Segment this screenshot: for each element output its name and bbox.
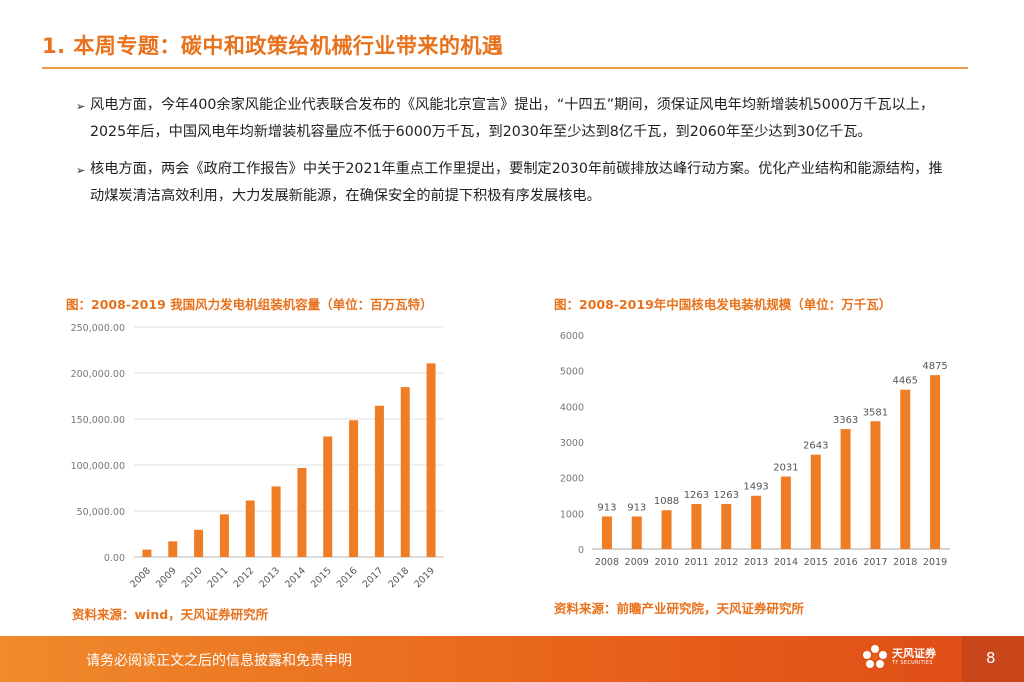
nuclear-x-tick-label: 2014 <box>774 557 798 568</box>
wind-bar <box>194 529 204 557</box>
nuclear-bar <box>930 375 941 549</box>
nuclear-x-tick-label: 2009 <box>625 557 649 568</box>
nuclear-x-tick-label: 2012 <box>714 557 738 568</box>
wind-bar <box>271 486 281 557</box>
nuclear-x-tick-label: 2015 <box>804 557 828 568</box>
wind-x-tick-label: 2009 <box>154 565 179 590</box>
arrow-bullet-icon: ➢ <box>76 164 86 177</box>
wind-y-tick-label: 50,000.00 <box>77 507 125 518</box>
wind-bar <box>297 467 307 557</box>
wind-x-tick-label: 2017 <box>361 565 386 590</box>
footer-disclaimer: 请务必阅读正文之后的信息披露和免责申明 <box>86 653 352 669</box>
nuclear-bar <box>780 476 791 549</box>
wind-chart-caption: 图：2008-2019 我国风力发电机组装机容量（单位：百万瓦特） <box>66 297 433 312</box>
logo-subtitle: TF SECURITIES <box>892 660 933 666</box>
nuclear-data-label: 2031 <box>773 463 798 474</box>
nuclear-x-tick-label: 2013 <box>744 557 768 568</box>
wind-x-tick-label: 2014 <box>283 565 308 590</box>
nuclear-bar <box>810 454 821 549</box>
nuclear-bar <box>900 389 911 549</box>
nuclear-bar <box>691 503 702 549</box>
nuclear-data-label: 1493 <box>743 482 768 493</box>
nuclear-y-tick-label: 4000 <box>560 402 584 413</box>
nuclear-bar <box>661 510 672 549</box>
wind-y-tick-label: 150,000.00 <box>71 415 125 426</box>
nuclear-data-label: 913 <box>597 502 616 513</box>
nuclear-x-tick-label: 2016 <box>833 557 857 568</box>
nuclear-bar <box>840 429 851 549</box>
wind-bar <box>142 549 152 557</box>
bullet-wind: ➢ 风电方面，今年400余家风能企业代表联合发布的《风能北京宣言》提出，“十四五… <box>76 92 956 146</box>
nuclear-y-tick-label: 5000 <box>560 367 584 378</box>
flower-logo-icon <box>863 645 887 668</box>
nuclear-chart-caption: 图：2008-2019年中国核电发电装机规模（单位：万千瓦） <box>554 297 892 312</box>
nuclear-y-tick-label: 1000 <box>560 509 584 520</box>
nuclear-y-tick-label: 6000 <box>560 331 584 342</box>
nuclear-x-tick-label: 2018 <box>893 557 917 568</box>
nuclear-data-label: 3581 <box>863 407 888 418</box>
page-title: 1. 本周专题：碳中和政策给机械行业带来的机遇 <box>42 34 504 58</box>
bullet-wind-text: 风电方面，今年400余家风能企业代表联合发布的《风能北京宣言》提出，“十四五”期… <box>90 97 935 140</box>
nuclear-data-label: 2643 <box>803 441 828 452</box>
nuclear-chart-source: 资料来源：前瞻产业研究院，天风证券研究所 <box>554 601 805 616</box>
nuclear-data-label: 1263 <box>714 490 739 501</box>
wind-y-tick-label: 200,000.00 <box>71 369 125 380</box>
nuclear-x-tick-label: 2017 <box>863 557 887 568</box>
page-number: 8 <box>986 649 996 667</box>
footer-bar: 请务必阅读正文之后的信息披露和免责申明 天风证券 TF SECURITIES 8 <box>0 636 1024 682</box>
nuclear-bar <box>631 516 642 549</box>
wind-bar <box>323 436 333 557</box>
wind-bar <box>168 541 178 557</box>
nuclear-data-label: 1088 <box>654 496 679 507</box>
wind-y-tick-label: 250,000.00 <box>71 323 125 334</box>
bullet-nuclear: ➢ 核电方面，两会《政府工作报告》中关于2021年重点工作里提出，要制定2030… <box>76 156 956 210</box>
nuclear-x-tick-label: 2019 <box>923 557 947 568</box>
bullet-nuclear-text: 核电方面，两会《政府工作报告》中关于2021年重点工作里提出，要制定2030年前… <box>90 161 943 204</box>
bullet-list: ➢ 风电方面，今年400余家风能企业代表联合发布的《风能北京宣言》提出，“十四五… <box>76 92 956 220</box>
arrow-bullet-icon: ➢ <box>76 100 86 113</box>
wind-bar <box>245 500 255 557</box>
nuclear-bar <box>601 516 612 549</box>
nuclear-y-tick-label: 0 <box>578 545 584 556</box>
title-divider <box>42 67 968 69</box>
wind-x-tick-label: 2016 <box>335 565 360 590</box>
nuclear-data-label: 3363 <box>833 415 858 426</box>
wind-y-tick-label: 100,000.00 <box>71 461 125 472</box>
nuclear-bar <box>721 503 732 549</box>
wind-x-tick-label: 2015 <box>309 565 334 590</box>
wind-x-tick-label: 2012 <box>231 565 256 590</box>
page-number-box <box>962 636 1024 682</box>
wind-y-tick-label: 0.00 <box>104 553 125 564</box>
nuclear-y-tick-label: 2000 <box>560 474 584 485</box>
wind-x-tick-label: 2013 <box>257 565 282 590</box>
wind-x-tick-label: 2019 <box>412 565 437 590</box>
wind-bar <box>349 420 359 557</box>
nuclear-data-label: 4875 <box>922 361 947 372</box>
nuclear-bar <box>870 421 881 549</box>
nuclear-bar <box>751 495 762 549</box>
wind-x-tick-label: 2010 <box>180 565 205 590</box>
logo-name: 天风证券 <box>892 647 936 660</box>
wind-x-tick-label: 2008 <box>128 565 153 590</box>
wind-bar <box>426 363 436 557</box>
wind-chart-source: 资料来源：wind，天风证券研究所 <box>72 607 269 622</box>
wind-x-tick-label: 2018 <box>386 565 411 590</box>
wind-x-tick-label: 2011 <box>206 565 231 590</box>
wind-bar <box>400 387 410 557</box>
nuclear-x-tick-label: 2011 <box>684 557 708 568</box>
company-logo: 天风证券 TF SECURITIES <box>862 644 936 670</box>
wind-bar <box>219 514 229 557</box>
wind-bar <box>374 405 384 557</box>
nuclear-y-tick-label: 3000 <box>560 438 584 449</box>
nuclear-x-tick-label: 2008 <box>595 557 619 568</box>
nuclear-data-label: 913 <box>627 502 646 513</box>
nuclear-data-label: 4465 <box>893 376 918 387</box>
nuclear-x-tick-label: 2010 <box>654 557 678 568</box>
nuclear-data-label: 1263 <box>684 490 709 501</box>
